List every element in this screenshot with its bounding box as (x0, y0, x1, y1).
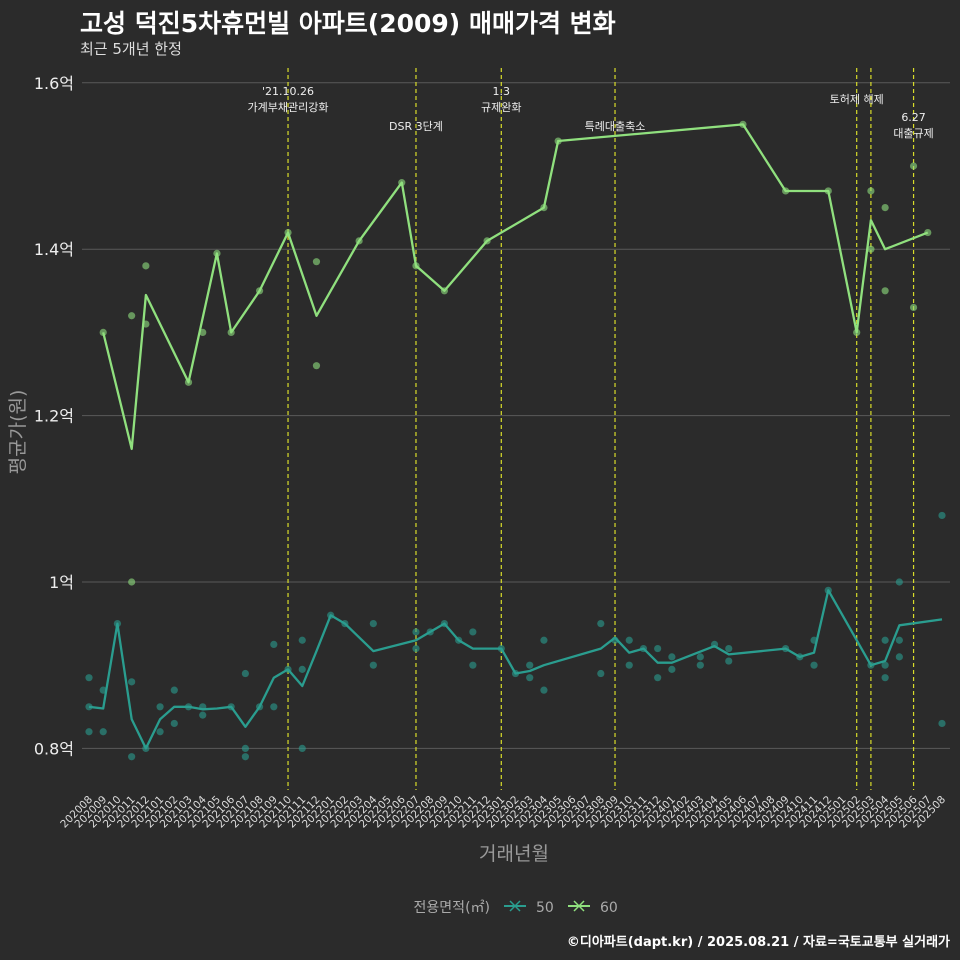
legend-swatch-mark (509, 900, 521, 912)
data-point (881, 204, 889, 212)
data-point (99, 728, 107, 736)
event-label: DSR 3단계 (389, 120, 443, 133)
series-layer (85, 120, 946, 761)
chart-caption: ©디아파트(dapt.kr) / 2025.08.21 / 자료=국토교통부 실… (566, 935, 950, 950)
event-label: 토허제 해제 (830, 92, 884, 106)
data-point (867, 245, 875, 253)
data-point (938, 511, 946, 520)
data-point (241, 744, 249, 753)
data-point (696, 661, 704, 669)
data-point (469, 661, 477, 669)
data-point (625, 636, 633, 644)
data-point (725, 644, 733, 653)
data-point (938, 719, 946, 728)
event-label: 1.3 (493, 85, 511, 98)
data-point (810, 661, 818, 669)
data-point (881, 674, 889, 682)
data-point (199, 711, 207, 719)
data-point (270, 640, 278, 649)
data-point (412, 628, 420, 636)
chart-subtitle: 최근 5개년 한정 (80, 40, 182, 58)
data-point (725, 657, 733, 665)
data-point (298, 665, 306, 673)
series-line (102, 123, 929, 451)
data-point (369, 661, 377, 669)
data-point (625, 661, 633, 669)
data-point (668, 665, 676, 673)
data-point (312, 362, 321, 370)
event-label: 6.27 (901, 111, 926, 124)
grid-lines (82, 82, 950, 749)
data-point (654, 644, 662, 653)
legend-entry: 50 (536, 900, 554, 916)
event-label: 특례대출축소 (585, 120, 646, 133)
data-point (469, 628, 477, 636)
legend: 전용면적(㎡) 50 60 (414, 900, 618, 916)
data-point (668, 653, 676, 661)
data-point (298, 744, 306, 753)
data-point (540, 686, 548, 694)
data-point (142, 262, 150, 270)
data-point (881, 287, 889, 295)
data-point (156, 728, 164, 736)
data-point (895, 578, 903, 586)
data-point (128, 312, 136, 320)
y-tick-label: 1억 (49, 573, 74, 592)
y-axis-ticks: 0.8억 1억 1.2억 1.4억 1.6억 (34, 74, 74, 759)
legend-title: 전용면적(㎡) (414, 900, 490, 916)
data-point (881, 636, 889, 644)
data-point (128, 753, 136, 761)
event-label: 가계부채관리강화 (248, 101, 329, 114)
legend-entry: 60 (600, 900, 618, 916)
data-point (540, 636, 548, 644)
event-label: 규제완화 (481, 101, 521, 114)
data-point (597, 669, 605, 678)
data-point (270, 703, 278, 711)
data-point (312, 258, 321, 266)
data-point (909, 162, 918, 170)
y-tick-label: 1.2억 (34, 407, 74, 426)
data-point (241, 669, 249, 678)
data-point (526, 674, 534, 682)
data-point (298, 636, 306, 644)
data-point (128, 678, 136, 686)
y-tick-label: 1.4억 (34, 240, 74, 259)
data-point (867, 187, 875, 195)
data-point (412, 644, 420, 653)
data-point (909, 303, 918, 312)
chart-title: 고성 덕진5차휴먼빌 아파트(2009) 매매가격 변화 (80, 9, 616, 38)
data-point (170, 719, 178, 728)
data-point (597, 620, 605, 628)
y-tick-label: 0.8억 (34, 739, 74, 758)
legend-swatch-mark (573, 900, 585, 912)
series-line (88, 589, 943, 750)
data-point (654, 674, 662, 682)
data-point (881, 661, 889, 669)
x-axis-ticks: 2020082020092020102020112020122021012021… (58, 793, 948, 830)
data-point (85, 674, 93, 682)
data-point (526, 661, 534, 669)
data-point (170, 686, 178, 694)
x-axis-label: 거래년월 (479, 843, 549, 865)
data-point (128, 578, 136, 586)
event-label: '21.10.26 (262, 85, 314, 98)
y-tick-label: 1.6억 (34, 74, 74, 93)
data-point (85, 728, 93, 736)
event-label: 대출규제 (893, 127, 933, 140)
y-axis-label: 평균가(원) (7, 390, 29, 475)
data-point (696, 653, 704, 661)
data-point (241, 753, 249, 761)
data-point (895, 636, 903, 644)
data-point (156, 703, 164, 711)
data-point (369, 620, 377, 628)
data-point (895, 653, 903, 661)
